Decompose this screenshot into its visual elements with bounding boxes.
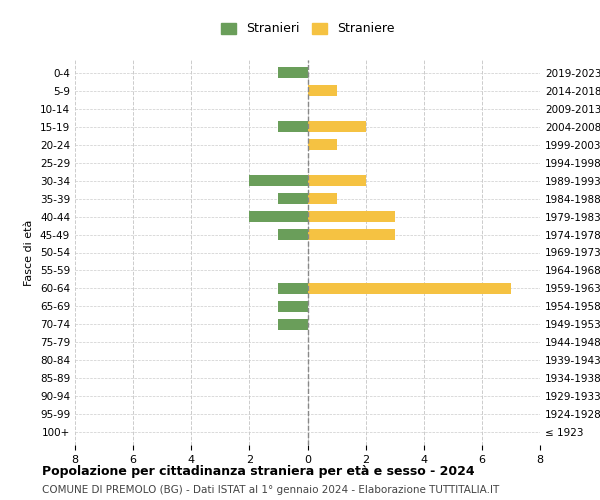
Bar — [308, 283, 511, 294]
Bar — [278, 301, 308, 312]
Bar — [278, 121, 308, 132]
Bar — [278, 283, 308, 294]
Legend: Stranieri, Straniere: Stranieri, Straniere — [215, 16, 401, 42]
Bar — [278, 67, 308, 78]
Bar — [278, 319, 308, 330]
Bar — [308, 121, 365, 132]
Bar — [308, 193, 337, 204]
Bar — [250, 211, 308, 222]
Text: COMUNE DI PREMOLO (BG) - Dati ISTAT al 1° gennaio 2024 - Elaborazione TUTTITALIA: COMUNE DI PREMOLO (BG) - Dati ISTAT al 1… — [42, 485, 499, 495]
Bar — [250, 175, 308, 186]
Y-axis label: Fasce di età: Fasce di età — [25, 220, 34, 286]
Text: Popolazione per cittadinanza straniera per età e sesso - 2024: Popolazione per cittadinanza straniera p… — [42, 465, 475, 478]
Bar — [278, 229, 308, 240]
Bar — [308, 229, 395, 240]
Bar — [308, 139, 337, 150]
Bar — [308, 85, 337, 96]
Bar — [278, 193, 308, 204]
Bar — [308, 175, 365, 186]
Bar — [308, 211, 395, 222]
